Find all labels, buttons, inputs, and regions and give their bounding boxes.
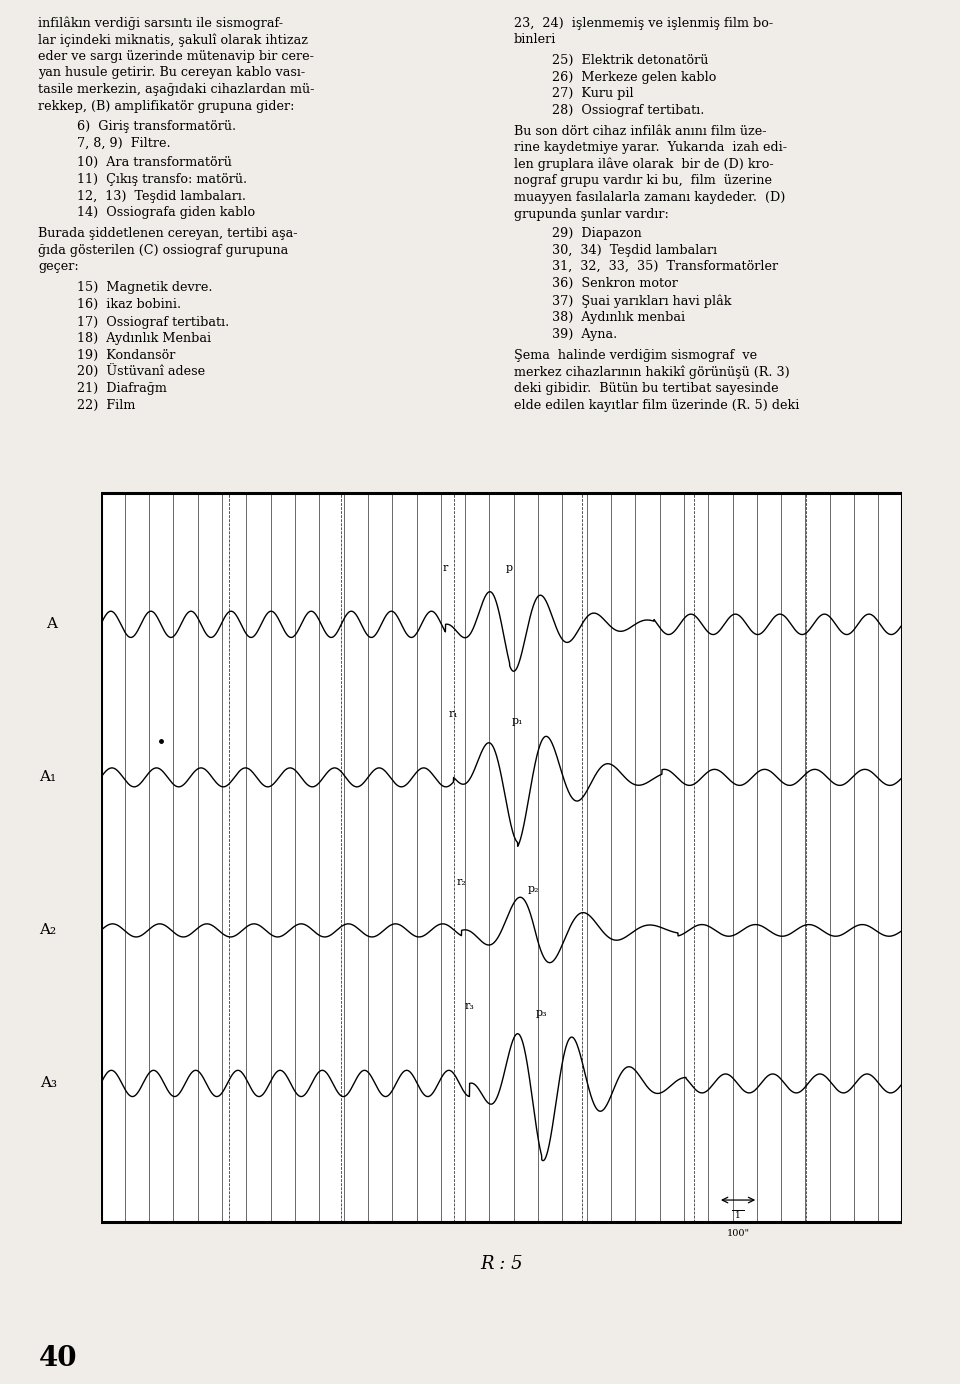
Text: muayyen fasılalarla zamanı kaydeder.  (D): muayyen fasılalarla zamanı kaydeder. (D) [514, 191, 785, 203]
Text: R : 5: R : 5 [480, 1255, 523, 1273]
Text: infilâkın verdiği sarsıntı ile sismograf-: infilâkın verdiği sarsıntı ile sismograf… [38, 17, 283, 30]
Text: nograf grupu vardır ki bu,  film  üzerine: nograf grupu vardır ki bu, film üzerine [514, 174, 772, 187]
Text: yan husule getirir. Bu cereyan kablo vası-: yan husule getirir. Bu cereyan kablo vas… [38, 66, 305, 79]
Text: A₂: A₂ [39, 923, 57, 937]
Text: 28)  Ossiograf tertibatı.: 28) Ossiograf tertibatı. [552, 104, 705, 116]
Text: 15)  Magnetik devre.: 15) Magnetik devre. [77, 281, 212, 293]
Text: 16)  ikaz bobini.: 16) ikaz bobini. [77, 298, 180, 310]
Text: deki gibidir.  Bütün bu tertibat sayesinde: deki gibidir. Bütün bu tertibat sayesind… [514, 382, 779, 394]
Text: 29)  Diapazon: 29) Diapazon [552, 227, 641, 239]
Text: elde edilen kayıtlar film üzerinde (R. 5) deki: elde edilen kayıtlar film üzerinde (R. 5… [514, 399, 799, 411]
Text: A₃: A₃ [39, 1077, 57, 1091]
Text: 23,  24)  işlenmemiş ve işlenmiş film bo-: 23, 24) işlenmemiş ve işlenmiş film bo- [514, 17, 773, 29]
Text: A₁: A₁ [39, 771, 57, 785]
Text: 25)  Elektrik detonatörü: 25) Elektrik detonatörü [552, 54, 708, 66]
Text: p₃: p₃ [536, 1008, 547, 1017]
Text: rine kaydetmiye yarar.  Yukarıda  izah edi-: rine kaydetmiye yarar. Yukarıda izah edi… [514, 141, 786, 154]
Text: 18)  Aydınlık Menbai: 18) Aydınlık Menbai [77, 332, 211, 345]
Text: 36)  Senkron motor: 36) Senkron motor [552, 277, 678, 289]
Text: Şema  halinde verdiğim sismograf  ve: Şema halinde verdiğim sismograf ve [514, 349, 756, 361]
Text: 31,  32,  33,  35)  Transformatörler: 31, 32, 33, 35) Transformatörler [552, 260, 779, 273]
Text: 14)  Ossiografa giden kablo: 14) Ossiografa giden kablo [77, 206, 255, 219]
Text: Burada şiddetlenen cereyan, tertibi aşa-: Burada şiddetlenen cereyan, tertibi aşa- [38, 227, 298, 239]
Text: 100": 100" [727, 1229, 750, 1239]
Text: 1: 1 [735, 1211, 741, 1219]
Text: geçer:: geçer: [38, 260, 79, 273]
Text: len gruplara ilâve olarak  bir de (D) kro-: len gruplara ilâve olarak bir de (D) kro… [514, 158, 773, 172]
Text: grupunda şunlar vardır:: grupunda şunlar vardır: [514, 208, 668, 220]
Text: 30,  34)  Teşdid lambaları: 30, 34) Teşdid lambaları [552, 244, 717, 256]
Text: tasile merkezin, aşağıdaki cihazlardan mü-: tasile merkezin, aşağıdaki cihazlardan m… [38, 83, 315, 95]
Text: 12,  13)  Teşdid lambaları.: 12, 13) Teşdid lambaları. [77, 190, 246, 202]
Text: r: r [443, 563, 448, 573]
Text: Bu son dört cihaz infilâk anını film üze-: Bu son dört cihaz infilâk anını film üze… [514, 125, 766, 137]
Text: 20)  Üstüvanî adese: 20) Üstüvanî adese [77, 365, 204, 379]
Text: rekkep, (B) amplifikatör grupuna gider:: rekkep, (B) amplifikatör grupuna gider: [38, 100, 295, 112]
Text: 21)  Diafrağm: 21) Diafrağm [77, 382, 167, 394]
Text: 11)  Çıkış transfo: matörü.: 11) Çıkış transfo: matörü. [77, 173, 247, 185]
Text: eder ve sargı üzerinde mütenavip bir cere-: eder ve sargı üzerinde mütenavip bir cer… [38, 50, 314, 62]
Text: A: A [46, 617, 57, 631]
Text: p₂: p₂ [528, 884, 540, 894]
Text: 40: 40 [38, 1345, 77, 1373]
Text: lar içindeki miknatis, şakulî olarak ihtizaz: lar içindeki miknatis, şakulî olarak iht… [38, 33, 308, 47]
Text: 27)  Kuru pil: 27) Kuru pil [552, 87, 634, 100]
Text: p₁: p₁ [512, 717, 523, 727]
Text: p: p [506, 563, 514, 573]
Text: ğıda gösterilen (C) ossiograf gurupuna: ğıda gösterilen (C) ossiograf gurupuna [38, 244, 289, 256]
Text: 37)  Şuai yarıkları havi plâk: 37) Şuai yarıkları havi plâk [552, 295, 732, 309]
Text: 38)  Aydınlık menbai: 38) Aydınlık menbai [552, 311, 685, 324]
Text: 39)  Ayna.: 39) Ayna. [552, 328, 617, 340]
Text: 22)  Film: 22) Film [77, 399, 135, 411]
Text: r₃: r₃ [465, 1001, 474, 1010]
Text: 7, 8, 9)  Filtre.: 7, 8, 9) Filtre. [77, 137, 171, 149]
Text: r₁: r₁ [448, 709, 458, 720]
Text: 19)  Kondansör: 19) Kondansör [77, 349, 175, 361]
Text: merkez cihazlarının hakikî görünüşü (R. 3): merkez cihazlarının hakikî görünüşü (R. … [514, 365, 789, 379]
Text: 6)  Giriş transformatörü.: 6) Giriş transformatörü. [77, 120, 236, 133]
Text: binleri: binleri [514, 33, 556, 46]
Text: r₂: r₂ [457, 876, 467, 887]
Text: 26)  Merkeze gelen kablo: 26) Merkeze gelen kablo [552, 71, 716, 83]
Text: 10)  Ara transformatörü: 10) Ara transformatörü [77, 156, 231, 169]
Text: 17)  Ossiograf tertibatı.: 17) Ossiograf tertibatı. [77, 316, 229, 328]
FancyBboxPatch shape [101, 493, 902, 1222]
